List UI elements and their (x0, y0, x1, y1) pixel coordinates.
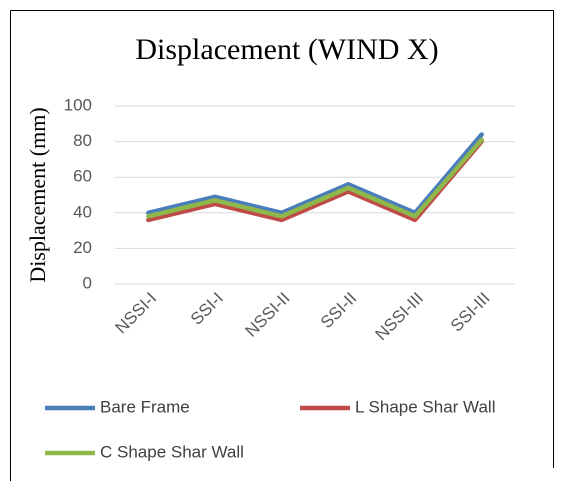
y-tick-label: 100 (64, 95, 92, 114)
series-line (146, 137, 484, 219)
x-tick-label: NSSI-III (371, 289, 427, 345)
legend-label: L Shape Shar Wall (355, 397, 495, 416)
y-tick-label: 40 (73, 202, 92, 221)
frame (10, 10, 554, 481)
series-line (146, 139, 484, 223)
series-line (146, 132, 484, 216)
x-tick-label: NSSI-II (241, 289, 293, 341)
x-tick-label: SSI-I (187, 289, 227, 329)
chart-title: Displacement (WIND X) (135, 33, 438, 66)
y-tick-label: 20 (73, 238, 92, 257)
y-axis-label: Displacement (mm) (25, 107, 50, 282)
y-tick-label: 60 (73, 167, 92, 186)
legend-label: C Shape Shar Wall (100, 442, 244, 461)
x-tick-label: NSSI-I (111, 289, 160, 338)
y-tick-label: 0 (83, 273, 92, 292)
x-tick-label: SSI-II (317, 289, 360, 332)
x-tick-label: SSI-III (447, 289, 494, 336)
y-tick-label: 80 (73, 131, 92, 150)
legend-label: Bare Frame (100, 397, 190, 416)
